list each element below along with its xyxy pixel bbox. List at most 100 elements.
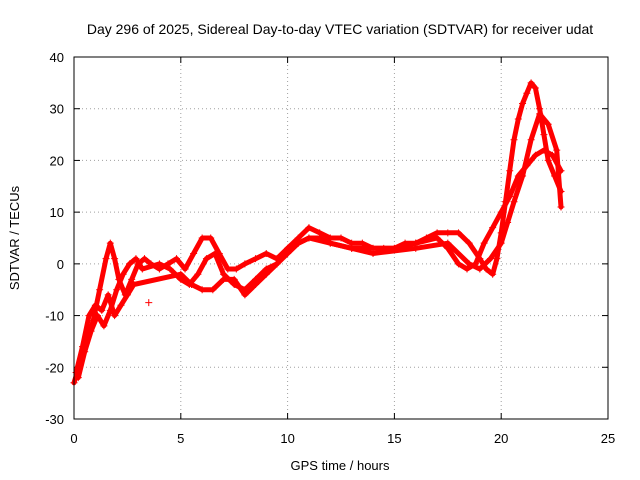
y-tick-label: -10 [45,309,64,324]
data-point [91,301,99,309]
y-tick-label: 30 [50,102,64,117]
data-point [132,255,140,263]
data-point [93,312,101,320]
data-point [482,265,490,273]
chart-title: Day 296 of 2025, Sidereal Day-to-day VTE… [87,21,593,37]
data-point [123,291,131,299]
data-point [85,312,93,320]
data-point [194,270,202,278]
data-point [138,265,146,273]
data-point [519,100,527,108]
data-point [523,89,531,97]
x-axis-label: GPS time / hours [291,458,390,473]
y-tick-label: -20 [45,360,64,375]
data-point [190,250,198,258]
data-point [519,172,527,180]
data-point [305,234,313,242]
data-point [140,255,148,263]
x-tick-label: 15 [387,431,401,446]
x-axis-ticks: 0 5 10 15 20 25 [70,57,615,446]
data-point [497,239,505,247]
data-point [111,255,119,263]
data-point [489,270,497,278]
data-point [506,167,514,175]
data-point [173,255,181,263]
data-point [476,265,484,273]
data-point [444,229,452,237]
data-point [454,229,462,237]
data-point [198,234,206,242]
data-point [96,286,104,294]
data-point [79,343,87,351]
data-point [117,301,125,309]
data-point [211,250,219,258]
data-point [74,374,82,382]
data-point [241,291,249,299]
data-point [119,270,127,278]
data-point [553,146,561,154]
y-axis-label: SDTVAR / TECUs [7,185,22,290]
x-tick-label: 20 [494,431,508,446]
data-point [531,151,539,159]
outlier-point [145,299,153,307]
x-tick-label: 10 [280,431,294,446]
data-point [111,312,119,320]
series-trace [73,111,564,375]
data-point [232,265,240,273]
data-point [202,255,210,263]
data-point [487,255,495,263]
data-point [220,275,228,283]
y-tick-label: 10 [50,205,64,220]
data-point [433,234,441,242]
data-point [230,275,238,283]
plot-frame [73,56,609,420]
data-point [489,224,497,232]
data-point [106,239,114,247]
data-point [540,146,548,154]
data-point [262,270,270,278]
data-point [326,239,334,247]
data-point [130,281,138,289]
data-point [544,120,552,128]
x-tick-label: 5 [177,431,184,446]
data-point [273,260,281,268]
data-point [527,136,535,144]
x-tick-label: 0 [70,431,77,446]
y-tick-label: -30 [45,412,64,427]
data-point [209,286,217,294]
data-point [128,275,136,283]
data-point [87,327,95,335]
data-point [557,203,565,211]
y-tick-label: 0 [57,257,64,272]
data-point [540,131,548,139]
data-point [177,270,185,278]
data-point [510,198,518,206]
data-point [224,265,232,273]
data-series [70,79,565,387]
data-point [514,115,522,123]
data-point [155,260,163,268]
data-point [252,281,260,289]
y-tick-label: 40 [50,50,64,65]
data-point [531,84,539,92]
data-point [181,265,189,273]
data-point [506,193,514,201]
data-point [463,265,471,273]
series-track-3 [72,110,565,376]
data-point [510,136,518,144]
data-point [493,255,501,263]
data-point [454,260,462,268]
data-point [207,234,215,242]
y-tick-label: 20 [50,153,64,168]
data-point [465,239,473,247]
data-point [102,255,110,263]
data-point [348,244,356,252]
data-point [527,79,535,87]
data-point [100,322,108,330]
data-point [262,250,270,258]
x-tick-label: 25 [601,431,615,446]
data-point [166,265,174,273]
data-point [113,286,121,294]
data-point [536,110,544,118]
